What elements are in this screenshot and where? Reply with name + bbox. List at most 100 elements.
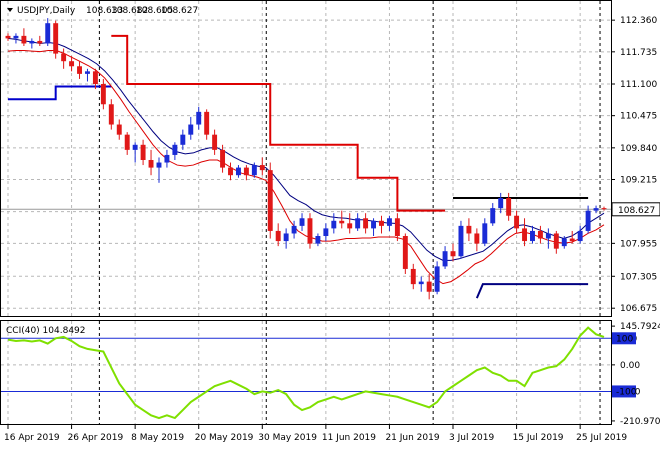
- stop-line-upper: [111, 34, 446, 212]
- cci-line: [7, 326, 605, 420]
- candle-body: [593, 208, 599, 211]
- time-tick-label: 3 Jul 2019: [449, 433, 494, 443]
- candle-body: [363, 218, 369, 229]
- candle-body: [92, 71, 98, 84]
- cci-level-tag: [612, 385, 636, 398]
- candle-body: [5, 35, 11, 39]
- current-price-tag-text: 108.627: [618, 206, 655, 216]
- candle-body: [212, 134, 218, 150]
- cci-levels: [1, 337, 611, 392]
- candle-body: [180, 134, 186, 145]
- stop-line-lower: [8, 85, 112, 101]
- symbol-label: USDJPY,Daily: [17, 6, 76, 16]
- moving-average-lines: [7, 37, 605, 285]
- candle-body: [569, 238, 575, 242]
- candle-body: [29, 40, 35, 44]
- time-tick-label: 15 Jul 2019: [513, 433, 564, 443]
- candle-body: [315, 236, 321, 244]
- candle-body: [291, 225, 297, 234]
- support-line: [475, 283, 589, 299]
- candle-body: [371, 220, 377, 229]
- candle-body: [434, 266, 440, 292]
- candle-body: [601, 208, 607, 210]
- candle-body: [156, 162, 162, 168]
- candle-body: [220, 149, 226, 168]
- ohlc-open: 108.633: [86, 6, 123, 16]
- candle-body: [228, 167, 233, 176]
- candle-body: [410, 268, 416, 285]
- candle-body: [37, 40, 43, 44]
- price-tick-label: 109.215: [620, 176, 657, 186]
- time-tick-label: 26 Apr 2019: [68, 433, 124, 443]
- candle-body: [116, 124, 122, 135]
- candle-body: [69, 61, 75, 67]
- candle-body: [537, 230, 543, 239]
- candle-body: [402, 236, 408, 269]
- price-tick-label: 106.675: [620, 304, 657, 314]
- moving-average-line: [7, 37, 605, 261]
- time-tick-label: 20 May 2019: [195, 433, 254, 443]
- moving-average-line: [7, 50, 605, 285]
- cci-axis: 145.79241000.00-100-210.9703100-100: [611, 322, 660, 427]
- cci-tick-label: 145.7924: [620, 322, 660, 332]
- price-tick-label: 110.475: [620, 112, 657, 122]
- candle-body: [85, 71, 90, 74]
- candle-body: [148, 160, 154, 168]
- cci-tick-label: 0.00: [620, 361, 640, 371]
- candle-body: [530, 230, 535, 242]
- chart-header: USDJPY,Daily 108.633 108.682 108.605 108…: [7, 6, 198, 16]
- candle-body: [466, 225, 472, 234]
- candle-body: [561, 238, 567, 247]
- candles: [5, 18, 607, 300]
- candle-body: [21, 35, 27, 44]
- candle-body: [164, 154, 170, 163]
- candle-body: [172, 144, 178, 155]
- cci-level-tag-text: -100: [616, 387, 637, 397]
- time-axis: 16 Apr 2019 26 Apr 2019 8 May 2019 20 May 2…: [4, 425, 627, 443]
- price-tick-label: 107.955: [620, 239, 657, 249]
- candle-body: [283, 233, 289, 242]
- cci-level-tag-text: 100: [616, 334, 633, 344]
- candle-body: [553, 233, 559, 249]
- ohlc-close: 108.627: [161, 6, 198, 16]
- candle-body: [275, 230, 281, 242]
- candle-body: [577, 230, 583, 242]
- candle-body: [331, 220, 337, 229]
- ohlc-low: 108.605: [136, 6, 173, 16]
- candle-body: [482, 223, 488, 244]
- time-tick-label: 8 May 2019: [131, 433, 184, 443]
- candle-body: [474, 233, 480, 244]
- candle-body: [514, 215, 520, 229]
- candle-body: [100, 84, 106, 105]
- candle-body: [108, 104, 114, 125]
- candle-body: [259, 165, 265, 171]
- candle-body: [61, 53, 67, 62]
- candle-body: [132, 144, 138, 150]
- price-panel-frame: [0, 0, 612, 317]
- candle-body: [522, 228, 527, 242]
- candle-body: [267, 170, 273, 231]
- collapse-triangle-icon: [7, 8, 13, 12]
- cci-tick-label: -210.9703: [620, 417, 660, 427]
- candle-body: [506, 198, 512, 216]
- candle-body: [339, 220, 345, 224]
- time-tick-label: 16 Apr 2019: [4, 433, 60, 443]
- price-tick-label: 112.360: [620, 16, 657, 26]
- candle-body: [347, 223, 353, 229]
- candle-body: [53, 23, 59, 54]
- current-price-tag-bg: [611, 202, 660, 217]
- candle-body: [124, 134, 130, 150]
- candle-body: [243, 167, 249, 176]
- candle-body: [235, 167, 241, 176]
- price-tick-label: 111.735: [620, 48, 657, 58]
- current-price-tag: 108.627: [611, 202, 660, 217]
- time-tick-label: 30 May 2019: [258, 433, 317, 443]
- candle-body: [585, 210, 591, 231]
- candle-body: [251, 165, 257, 176]
- candle-body: [490, 208, 496, 224]
- time-tick-label: 25 Jul 2019: [576, 433, 627, 443]
- candle-body: [545, 233, 551, 239]
- candle-body: [45, 23, 51, 44]
- candle-body: [323, 228, 329, 236]
